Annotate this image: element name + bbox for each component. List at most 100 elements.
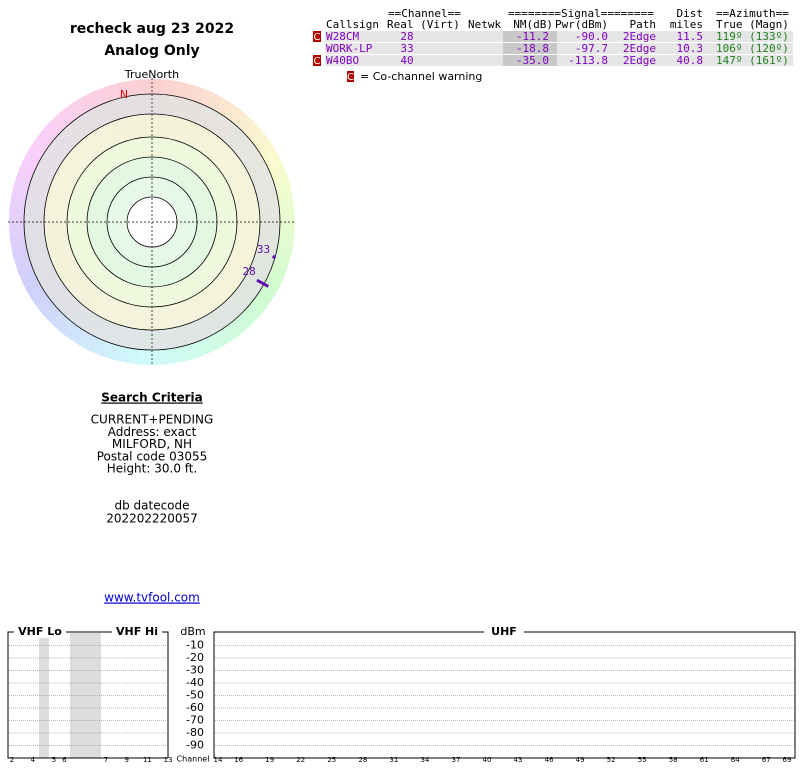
x-tick-label: 34 [420,756,429,764]
column-header: miles [670,18,703,31]
search-line: Address: exact [108,425,197,439]
nm-bg [503,55,557,66]
cell: W28CM [326,30,359,43]
cell: W40BO [326,54,359,67]
band-label: VHF Hi [116,625,158,638]
x-tick-label: 2 [10,756,14,764]
flag: C [314,32,321,43]
legend-text: = Co-channel warning [360,70,482,83]
x-tick-label: 22 [296,756,305,764]
x-tick-label: 46 [545,756,554,764]
x-tick-label: 55 [638,756,647,764]
x-tick-label: 64 [731,756,740,764]
cell: 40 [400,54,413,67]
x-tick-label: 11 [143,756,152,764]
flag-bg [313,31,321,42]
legend-marker: C [347,72,354,83]
y-tick-label: -10 [186,639,204,652]
label-gap [14,626,66,638]
x-tick-label: 61 [700,756,709,764]
cell: 147º (161º) [716,54,789,67]
station-mark [256,278,270,288]
x-tick-label: 67 [762,756,771,764]
cell: 28 [400,30,413,43]
y-tick-label: -40 [186,676,204,689]
column-header: True (Magn) [716,18,789,31]
x-tick-label: 31 [389,756,398,764]
uhf-frame [213,631,796,759]
x-tick-label: 49 [576,756,585,764]
cell: 40.8 [677,54,704,67]
cell: 106º (120º) [716,42,789,55]
compass [8,78,296,366]
y-tick-label: -70 [186,714,204,727]
station-label: 33 [257,243,270,256]
cell: 2Edge [623,42,656,55]
row-bg [325,43,793,54]
cell: 2Edge [623,54,656,67]
y-tick-label: -50 [186,689,204,702]
cell: -113.8 [568,54,608,67]
x-tick-label: 7 [104,756,108,764]
legend-marker-bg [347,71,354,82]
row-bg [325,55,793,66]
band-label: VHF Lo [18,625,62,638]
y-tick-label: -90 [186,739,204,752]
cell: WORK-LP [326,42,373,55]
flag-bg [313,55,321,66]
search-line: Height: 30.0 ft. [107,462,198,476]
cell: 33 [400,42,413,55]
cell: -97.7 [575,42,608,55]
row-bg [325,31,793,42]
unit-label: dBm [180,625,205,638]
flag: C [314,56,321,67]
x-tick-label: 58 [669,756,678,764]
x-tick-label: 14 [214,756,223,764]
x-tick-label: 43 [514,756,523,764]
link[interactable]: www.tvfool.com [104,591,200,605]
x-tick-label: 52 [607,756,616,764]
search-title: Search Criteria [101,391,202,405]
group-header: ========Signal======== [508,7,654,20]
column-header: Pwr(dBm) [555,18,608,31]
column-header: Netwk [468,18,501,31]
group-header: Dist [677,7,704,20]
station-mark [272,255,276,259]
cell: 11.5 [677,30,704,43]
north-label: N [120,88,128,101]
cell: -18.8 [516,42,549,55]
x-tick-label: 69 [783,756,792,764]
x-tick-label: 13 [164,756,173,764]
nm-bg [503,31,557,42]
x-tick-label: 4 [31,756,36,764]
nm-bg [503,43,557,54]
cell: 2Edge [623,30,656,43]
cell: -35.0 [516,54,549,67]
search-line: MILFORD, NH [112,437,192,451]
vhf-frame [7,631,169,759]
y-tick-label: -20 [186,651,204,664]
x-tick-label: 16 [234,756,243,764]
db-label: db datecode [114,499,189,513]
x-tick-label: 9 [124,756,128,764]
x-tick-label: 37 [451,756,460,764]
group-header: ==Azimuth== [716,7,789,20]
cell: -11.2 [516,30,549,43]
compass-label: TrueNorth [124,68,179,81]
x-tick-label: 40 [483,756,492,764]
x-tick-label: 6 [62,756,67,764]
label-gap [112,626,162,638]
column-header: Callsign [326,18,379,31]
x-tick-label: 5 [52,756,56,764]
cell: 119º (133º) [716,30,789,43]
search-line: Postal code 03055 [97,449,208,463]
cell: -90.0 [575,30,608,43]
title: recheck aug 23 2022 [70,21,234,37]
label-gap [484,626,524,638]
x-tick-label: 19 [265,756,274,764]
y-tick-label: -80 [186,726,204,739]
group-header: ==Channel== [388,7,461,20]
y-tick-label: -30 [186,664,204,677]
band-label: UHF [491,625,517,638]
